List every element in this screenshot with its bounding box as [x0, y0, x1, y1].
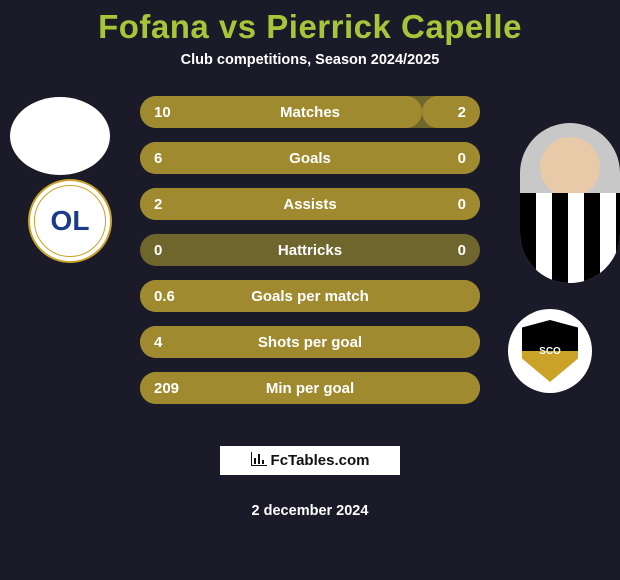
sco-badge-icon: SCO [508, 309, 592, 393]
stat-bar: 60Goals [140, 142, 480, 174]
club-badge-left: OL [20, 176, 120, 266]
stat-label: Matches [140, 104, 480, 121]
stat-bar: 209Min per goal [140, 372, 480, 404]
stat-bar: 102Matches [140, 96, 480, 128]
stat-label: Shots per goal [140, 334, 480, 351]
club-badge-right: SCO [500, 306, 600, 396]
shield-icon: SCO [522, 320, 578, 382]
stat-label: Goals [140, 150, 480, 167]
player-photo-left [10, 97, 110, 175]
watermark: FcTables.com [220, 446, 400, 475]
ol-badge-icon: OL [28, 179, 112, 263]
player-photo-right [520, 123, 620, 283]
stat-label: Goals per match [140, 288, 480, 305]
page-subtitle: Club competitions, Season 2024/2025 [0, 52, 620, 68]
stat-label: Hattricks [140, 242, 480, 259]
stat-bars-container: 102Matches 60Goals 20Assists 00Hattricks 0.6… [140, 96, 480, 418]
watermark-text: FcTables.com [271, 452, 370, 469]
stat-label: Assists [140, 196, 480, 213]
page-title: Fofana vs Pierrick Capelle [0, 0, 620, 46]
stat-bar: 4Shots per goal [140, 326, 480, 358]
club-abbrev-right: SCO [539, 346, 561, 357]
footer-date: 2 december 2024 [0, 503, 620, 519]
stat-bar: 00Hattricks [140, 234, 480, 266]
stat-label: Min per goal [140, 380, 480, 397]
club-abbrev-left: OL [51, 205, 90, 237]
stat-bar: 0.6Goals per match [140, 280, 480, 312]
chart-icon [251, 452, 267, 469]
stat-bar: 20Assists [140, 188, 480, 220]
